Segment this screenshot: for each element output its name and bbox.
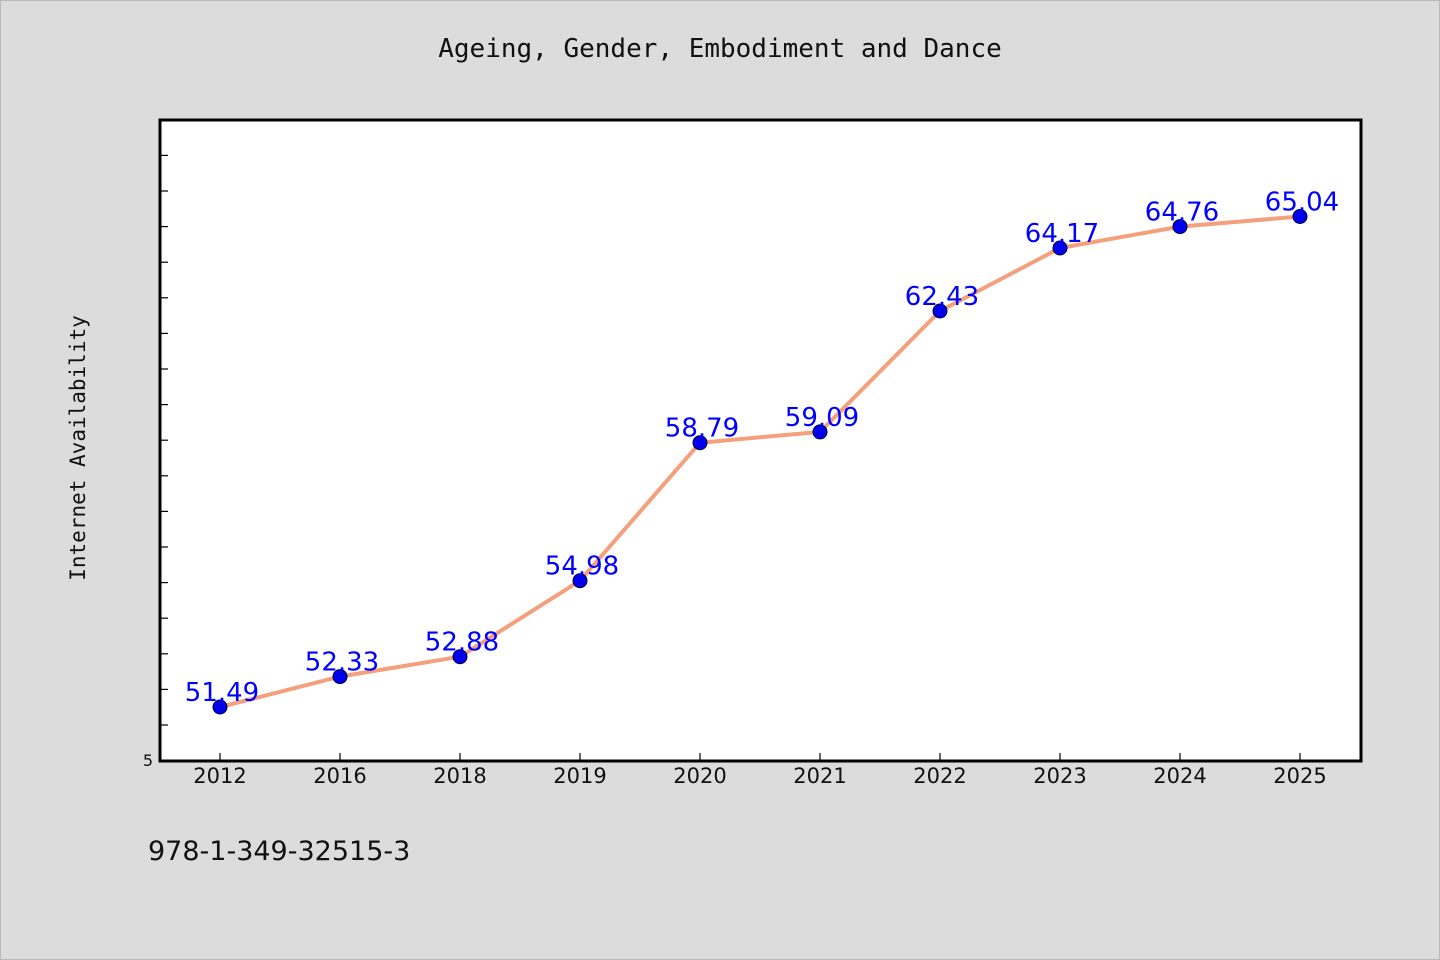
data-label: 54.98: [545, 552, 619, 582]
data-label: 64.17: [1025, 219, 1099, 249]
data-point: [332, 669, 348, 685]
chart-title: Ageing, Gender, Embodiment and Dance: [438, 34, 1002, 64]
y-axis-ticks: 5: [143, 154, 168, 770]
data-label: 64.76: [1145, 198, 1219, 228]
x-tick-label: 2020: [673, 764, 726, 788]
data-label: 52.33: [305, 648, 379, 678]
data-point: [1172, 219, 1188, 235]
data-label: 52.88: [425, 628, 499, 658]
x-tick-label: 2023: [1033, 764, 1086, 788]
series-line: [219, 214, 1301, 709]
series-group: 51.49 52.33 52.88 54.98 58.79 59.09 62.43 64.17…: [185, 188, 1339, 715]
data-point: [1292, 209, 1308, 224]
isbn-text: 978-1-349-32515-3: [148, 836, 411, 867]
x-tick-label: 2016: [313, 764, 366, 788]
x-tick-label: 2019: [553, 764, 606, 788]
data-label: 59.09: [785, 403, 859, 433]
data-label: 51.49: [185, 678, 259, 708]
x-tick-label: 2018: [433, 764, 486, 788]
data-point: [452, 649, 468, 665]
data-point: [932, 303, 948, 319]
data-point: [1052, 240, 1068, 256]
data-label: 62.43: [905, 282, 979, 312]
x-axis-ticks: 2012 2016 2018 2019 2020 2021 2022 2023 2024 2025: [193, 753, 1327, 788]
data-point: [212, 699, 228, 715]
plot-frame: [158, 118, 1363, 763]
y-tick-label: 5: [143, 751, 153, 770]
x-tick-label: 2024: [1153, 764, 1206, 788]
x-tick-label: 2022: [913, 764, 966, 788]
data-label: 65.04: [1265, 188, 1339, 218]
data-point: [812, 424, 828, 440]
x-tick-label: 2021: [793, 764, 846, 788]
x-tick-label: 2025: [1273, 764, 1326, 788]
data-point: [572, 573, 588, 589]
data-label: 58.79: [665, 414, 739, 444]
data-point: [692, 435, 708, 451]
x-tick-label: 2012: [193, 764, 246, 788]
